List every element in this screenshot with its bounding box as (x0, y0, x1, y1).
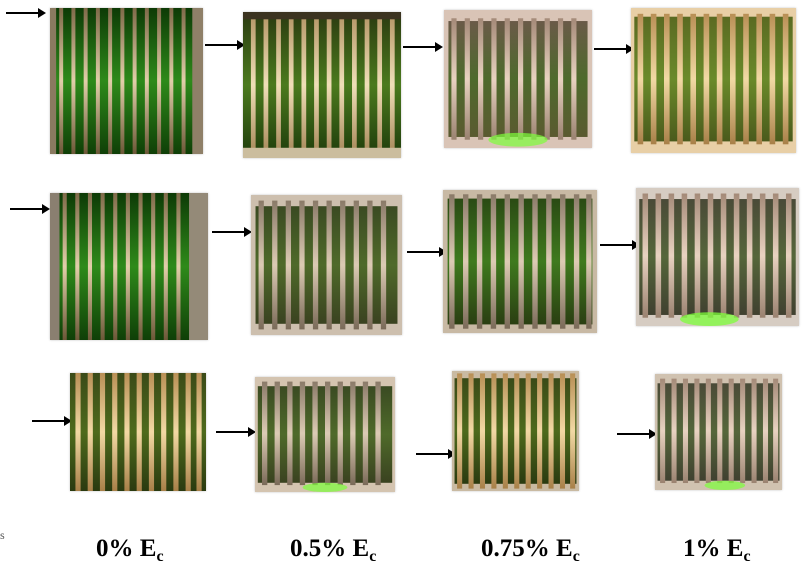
specimen-image (50, 8, 203, 154)
specimen-image (50, 193, 208, 340)
specimen-image (444, 10, 592, 148)
label-sub: c (156, 548, 164, 565)
specimen-image (655, 374, 782, 490)
label-text: 0.5% E (290, 535, 370, 562)
label-sub: c (743, 548, 751, 565)
arrow-r3c4 (617, 427, 657, 441)
label-text: 0% E (96, 535, 157, 562)
arrow-r1c3 (403, 40, 443, 54)
specimen-image (636, 188, 799, 326)
specimen-photo-r2c4 (636, 188, 799, 326)
arrow-r1c2 (205, 38, 245, 52)
arrow-r1c4 (594, 42, 634, 56)
edge-mark: s (0, 528, 5, 542)
arrow-r2c2 (212, 225, 252, 239)
specimen-image (452, 371, 579, 491)
specimen-image (631, 8, 796, 153)
arrow-r1c1 (6, 6, 46, 20)
specimen-photo-r1c4 (631, 8, 796, 153)
specimen-image (443, 190, 597, 333)
label-text: 1% E (683, 535, 744, 562)
specimen-photo-r3c3 (452, 371, 579, 491)
arrow-r3c2 (216, 425, 256, 439)
specimen-image (251, 195, 402, 335)
specimen-image (70, 373, 206, 491)
arrow-r2c1 (10, 202, 50, 216)
label-sub: c (572, 548, 580, 565)
arrow-r2c3 (407, 245, 447, 259)
specimen-photo-r1c3 (444, 10, 592, 148)
arrow-r3c1 (32, 414, 72, 428)
specimen-photo-r2c3 (443, 190, 597, 333)
label-0pct: 0% Ec (96, 536, 164, 565)
specimen-photo-r3c1 (70, 373, 206, 491)
label-sub: c (369, 548, 377, 565)
specimen-photo-r1c1 (50, 8, 203, 154)
specimen-image (243, 12, 401, 158)
arrow-r3c3 (416, 447, 456, 461)
label-1pct: 1% Ec (683, 536, 751, 565)
label-text: 0.75% E (481, 535, 573, 562)
specimen-photo-r1c2 (243, 12, 401, 158)
specimen-image (255, 377, 395, 492)
specimen-photo-r3c2 (255, 377, 395, 492)
specimen-photo-r2c2 (251, 195, 402, 335)
specimen-photo-r3c4 (655, 374, 782, 490)
arrow-r2c4 (600, 238, 640, 252)
label-0-75pct: 0.75% Ec (481, 536, 580, 565)
label-0-5pct: 0.5% Ec (290, 536, 376, 565)
specimen-photo-r2c1 (50, 193, 208, 340)
